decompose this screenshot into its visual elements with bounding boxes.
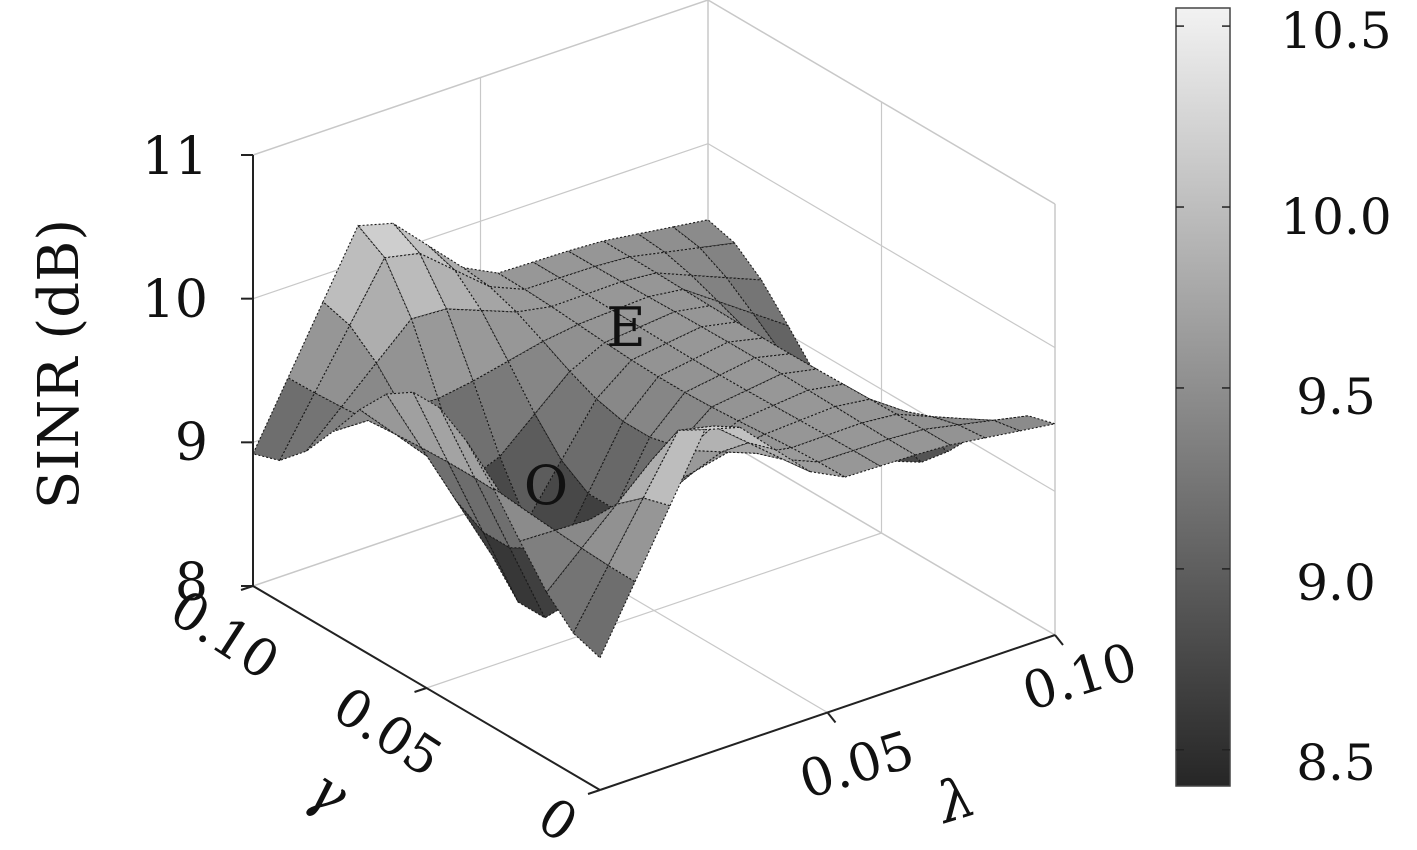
surface-patch <box>748 442 811 473</box>
y-axis-ticks: 0.10 0.05 0 <box>159 579 587 850</box>
colorbar-tick-label: 8.5 <box>1296 734 1376 792</box>
x-axis-title: λ <box>928 764 983 837</box>
surface-patch <box>488 286 553 313</box>
colorbar-ticks <box>1176 25 1230 751</box>
surface-patch <box>753 353 819 375</box>
surface-patch <box>499 413 563 524</box>
surface-patch <box>445 308 509 382</box>
surface-patch <box>418 252 483 312</box>
z-axis-ticks: 11 10 9 8 <box>142 127 208 613</box>
surface-patch <box>358 393 424 450</box>
y-tick-mark <box>414 687 427 693</box>
surface-patch <box>783 458 846 478</box>
surface-patch <box>568 341 633 400</box>
surface-patch <box>763 419 828 449</box>
x-tick-mark <box>1054 634 1064 646</box>
z-tick-label: 10 <box>142 270 208 330</box>
y-tick-mark <box>240 585 254 591</box>
surface-patch <box>726 337 792 359</box>
surface-patch <box>673 305 739 328</box>
wall-gridline <box>707 143 1056 349</box>
surface-patch <box>515 306 580 343</box>
y-axis-title: γ <box>296 756 360 829</box>
y-tick-label: 0 <box>527 787 587 850</box>
colorbar-tick-label: 10.5 <box>1280 2 1391 60</box>
surface-patch <box>545 547 610 635</box>
colorbar-tick-label: 9.0 <box>1296 554 1376 612</box>
surface-patch <box>611 296 677 328</box>
surface-patch <box>931 416 994 426</box>
surface-patch <box>790 434 855 463</box>
surface-patch <box>453 268 518 313</box>
surface-patch <box>615 430 679 506</box>
surface-patch <box>607 497 671 583</box>
colorbar: 10.5 10.0 9.5 9.0 8.5 <box>1175 2 1392 792</box>
axes-box-front <box>240 154 1064 795</box>
annotation-e: E <box>606 296 645 359</box>
surface-patch <box>553 503 618 550</box>
surface-patch <box>663 247 728 279</box>
surface-patch <box>691 341 757 376</box>
surface-patch <box>572 564 636 659</box>
surface-patch <box>921 424 987 446</box>
surface-patch <box>991 415 1056 432</box>
colorbar-gradient <box>1175 7 1231 787</box>
z-tick-label: 9 <box>175 413 208 473</box>
surface-patch <box>657 358 722 394</box>
colorbar-tick-label: 10.0 <box>1280 188 1391 246</box>
z-tick-label: 11 <box>142 127 208 187</box>
surface-patch <box>665 326 730 361</box>
annotation-o: O <box>524 454 568 517</box>
surface-patch <box>480 309 544 362</box>
surface-patch <box>534 370 598 462</box>
wall-gridline <box>252 143 709 300</box>
z-axis-title: SINR (dB) <box>27 219 92 509</box>
surface-patch <box>519 529 583 594</box>
surface-patch <box>718 357 783 392</box>
surface-patch <box>699 321 765 343</box>
surface-patch <box>779 368 845 391</box>
floor-gridline <box>426 532 882 689</box>
surface-patch <box>721 442 784 460</box>
z-tick-label: 8 <box>175 553 208 613</box>
sinr-surface <box>252 219 1056 659</box>
x-tick-mark <box>826 711 837 724</box>
surface-patch <box>636 226 702 253</box>
surface-patch <box>576 309 641 344</box>
surface-patch <box>642 429 706 507</box>
surface-patch <box>806 383 872 408</box>
x-tick-label: 0.10 <box>1016 632 1144 723</box>
y-tick-mark <box>587 789 601 795</box>
surface-patch <box>507 340 571 415</box>
surface-patch <box>349 256 413 364</box>
surface-patch <box>252 377 316 462</box>
surface-patch <box>580 497 645 567</box>
surface-patch <box>646 288 712 313</box>
colorbar-tick-label: 9.5 <box>1296 368 1376 426</box>
surface-patch <box>455 500 519 603</box>
x-tick-label: 0.05 <box>793 720 921 811</box>
surface-patch <box>638 311 703 345</box>
